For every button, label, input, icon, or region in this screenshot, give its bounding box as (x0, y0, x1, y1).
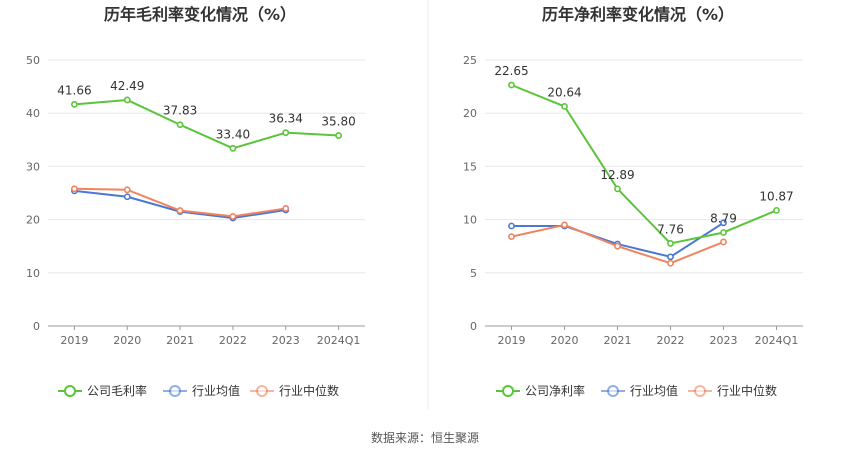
data-label: 35.80 (321, 115, 355, 129)
data-point-industry-median (176, 207, 184, 214)
data-point-industry-median (720, 238, 727, 246)
legend-swatch-marker (256, 385, 268, 397)
data-label: 7.76 (657, 222, 684, 236)
data-point-industry-median (229, 213, 237, 220)
legend-label: 行业均值 (192, 383, 240, 398)
data-point-company (508, 81, 515, 89)
data-point-industry-median (123, 186, 131, 194)
data-point-company (71, 100, 78, 108)
y-tick-label: 5 (470, 267, 477, 280)
data-label: 22.65 (494, 64, 528, 78)
x-tick-label: 2023 (272, 334, 300, 347)
data-label: 10.87 (759, 189, 793, 203)
legend-swatch-marker (64, 385, 76, 397)
x-tick-label: 2019 (498, 334, 526, 347)
data-point-industry-mean (123, 193, 131, 201)
legend-label: 公司毛利率 (87, 383, 147, 398)
data-point-company (667, 240, 674, 247)
data-point-company (773, 206, 780, 214)
legend-swatch-marker (607, 385, 619, 397)
data-point-company (176, 121, 184, 129)
data-label: 37.83 (163, 104, 197, 118)
legend-label: 行业中位数 (279, 383, 339, 398)
x-tick-label: 2020 (113, 334, 141, 347)
y-tick-label: 25 (463, 54, 477, 67)
legend-item-industry-median: 行业中位数 (688, 383, 777, 398)
legend-swatch-marker (169, 385, 181, 397)
y-tick-label: 20 (463, 107, 477, 120)
y-tick-label: 40 (26, 107, 40, 120)
data-label: 12.89 (600, 168, 634, 182)
data-point-industry-median (71, 185, 78, 193)
data-point-company (335, 132, 342, 139)
data-label: 8.79 (710, 211, 737, 225)
data-point-industry-median (561, 221, 568, 229)
x-tick-label: 2024Q1 (317, 334, 361, 347)
data-point-industry-median (667, 259, 674, 267)
x-tick-label: 2022 (219, 334, 247, 347)
x-tick-label: 2021 (604, 334, 632, 347)
data-label: 36.34 (269, 112, 303, 126)
y-tick-label: 15 (463, 160, 477, 173)
data-point-industry-mean (667, 253, 674, 261)
legend-swatch-marker (694, 385, 706, 397)
data-point-company (561, 102, 568, 110)
data-label: 33.40 (216, 127, 250, 141)
legend-item-company: 公司净利率 (496, 383, 585, 398)
x-tick-label: 2024Q1 (755, 334, 799, 347)
chart-title-net-margin: 历年净利率变化情况（%） (542, 5, 734, 24)
data-label: 42.49 (110, 79, 144, 93)
data-source: 数据来源：恒生聚源 (371, 430, 479, 445)
legend-label: 行业均值 (630, 383, 678, 398)
gross-margin-chart: 0 10 20 30 40 50 2019 2020 2021 2022 2023 2024Q1 41.… (26, 54, 365, 398)
x-tick-label: 2021 (166, 334, 194, 347)
chart-title-gross-margin: 历年毛利率变化情况（%） (104, 5, 296, 24)
legend-label: 公司净利率 (525, 383, 585, 398)
data-point-industry-mean (508, 222, 515, 230)
y-tick-label: 50 (26, 54, 40, 67)
data-point-company (229, 144, 237, 152)
data-point-company (614, 185, 621, 193)
data-label: 41.66 (57, 83, 91, 97)
data-point-industry-median (614, 242, 621, 250)
legend-swatch-marker (502, 385, 514, 397)
y-tick-label: 0 (470, 320, 477, 333)
x-tick-label: 2020 (551, 334, 579, 347)
data-point-industry-median (282, 205, 290, 212)
legend-item-industry-mean: 行业均值 (601, 383, 678, 398)
legend-label: 行业中位数 (717, 383, 777, 398)
y-tick-label: 20 (26, 214, 40, 227)
y-tick-label: 30 (26, 160, 40, 173)
y-tick-label: 0 (33, 320, 40, 333)
data-point-industry-mean (720, 219, 727, 227)
y-tick-label: 10 (26, 267, 40, 280)
legend-item-company: 公司毛利率 (58, 383, 147, 398)
y-tick-label: 10 (463, 214, 477, 227)
net-margin-chart: 0 5 10 15 20 25 2019 2020 2021 2022 2023 2024Q1 22.6… (463, 54, 803, 398)
data-label: 20.64 (547, 85, 581, 99)
x-tick-label: 2019 (60, 334, 88, 347)
series-line-company (74, 98, 339, 150)
data-point-company (123, 96, 131, 104)
data-point-company (720, 229, 727, 236)
legend-item-industry-mean: 行业均值 (163, 383, 240, 398)
x-tick-label: 2023 (710, 334, 738, 347)
x-tick-label: 2022 (657, 334, 685, 347)
data-point-industry-median (508, 233, 515, 241)
legend-item-industry-median: 行业中位数 (250, 383, 339, 398)
data-point-company (282, 129, 290, 137)
series-line-company (511, 84, 777, 245)
